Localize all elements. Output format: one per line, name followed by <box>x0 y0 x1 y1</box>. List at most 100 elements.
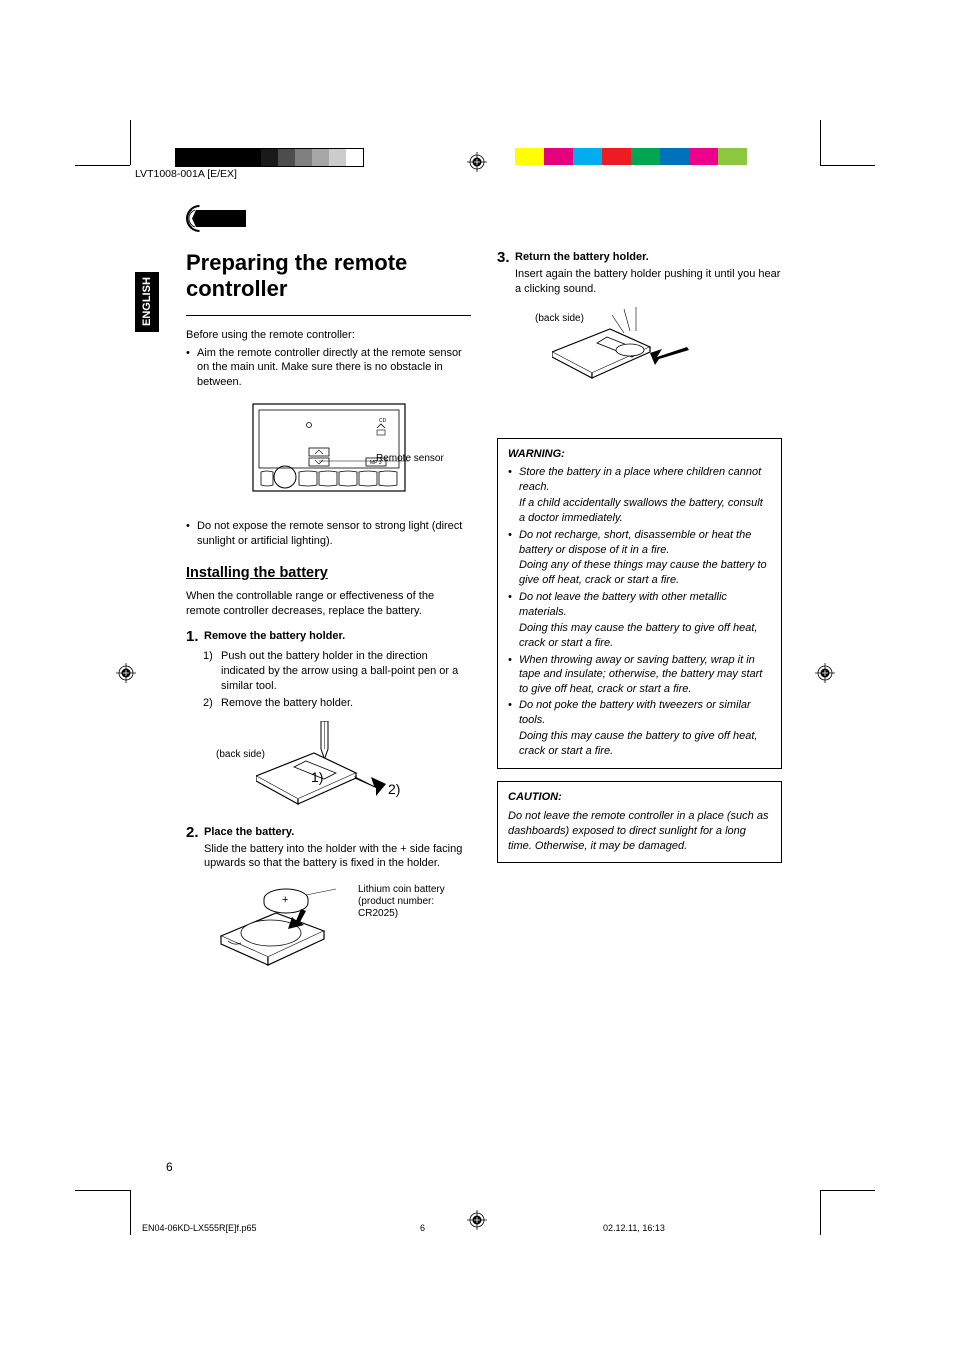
bullet-icon: • <box>508 590 519 620</box>
warning-text: Do not leave the battery with other meta… <box>519 590 771 620</box>
substep-text: Push out the battery holder in the direc… <box>221 649 471 694</box>
doc-code-text: LVT1008-001A <box>135 168 204 180</box>
back-side-label: (back side) <box>216 749 265 760</box>
svg-text:CD: CD <box>379 418 387 424</box>
page-number: 6 <box>166 1160 173 1174</box>
color-bar <box>515 148 747 165</box>
language-tab: ENGLISH <box>135 272 159 332</box>
step-text: Slide the battery into the holder with t… <box>204 842 471 872</box>
doc-code-suffix: [E/EX] <box>207 168 237 180</box>
left-column: Preparing the remote controller Before u… <box>186 250 471 990</box>
battery-place-illustration: + <box>216 881 346 971</box>
figure-return-holder: (back side) <box>497 307 782 392</box>
colorbar-swatch <box>210 149 227 166</box>
substep-number: 2) <box>203 696 221 711</box>
figure-remove-holder: (back side) 1) 2) <box>186 721 471 811</box>
warning-text: Do not recharge, short, disassemble or h… <box>519 528 771 558</box>
crop-mark <box>820 120 821 165</box>
colorbar-swatch <box>346 149 363 166</box>
colorbar-swatch <box>689 148 718 165</box>
crop-mark <box>130 120 131 165</box>
bullet-icon: • <box>508 528 519 558</box>
warning-subtext: Doing this may cause the battery to give… <box>519 621 771 651</box>
colorbar-swatch <box>544 148 573 165</box>
warning-item: •Do not poke the battery with tweezers o… <box>508 698 771 728</box>
step-3: 3. Return the battery holder. Insert aga… <box>497 250 782 297</box>
crop-mark <box>820 1190 875 1191</box>
colorbar-swatch <box>295 149 312 166</box>
battery-label-1: Lithium coin battery <box>358 884 445 895</box>
right-column: 3. Return the battery holder. Insert aga… <box>497 250 782 875</box>
page: LVT1008-001A [E/EX] ENGLISH Preparing th… <box>0 0 954 1351</box>
substep: 2) Remove the battery holder. <box>203 696 471 711</box>
figure-place-battery: + Lithium coin battery (product number: … <box>186 881 471 976</box>
registration-mark-icon <box>467 152 487 172</box>
battery-label-3: CR2025) <box>358 908 398 919</box>
section-heading: Installing the battery <box>186 565 471 581</box>
caution-title: CAUTION: <box>508 790 771 805</box>
warning-text: Store the battery in a place where child… <box>519 465 771 495</box>
installing-intro: When the controllable range or effective… <box>186 589 471 619</box>
crop-mark <box>75 165 130 166</box>
colorbar-swatch <box>718 148 747 165</box>
page-title: Preparing the remote controller <box>186 250 471 303</box>
colorbar-swatch <box>278 149 295 166</box>
bullet-item: • Aim the remote controller directly at … <box>186 346 471 391</box>
fig-annotation-2: 2) <box>388 781 400 797</box>
bullet-icon: • <box>508 465 519 495</box>
bullet-icon: • <box>508 653 519 698</box>
caution-box: CAUTION: Do not leave the remote control… <box>497 781 782 862</box>
step-title: Remove the battery holder. <box>204 629 471 644</box>
step-text: Insert again the battery holder pushing … <box>515 267 782 297</box>
remote-unit-illustration: CD MP 3 <box>249 400 409 495</box>
warning-item: •Do not leave the battery with other met… <box>508 590 771 620</box>
colorbar-swatch <box>312 149 329 166</box>
warning-subtext: If a child accidentally swallows the bat… <box>519 496 771 526</box>
colorbar-swatch <box>227 149 244 166</box>
bullet-text: Do not expose the remote sensor to stron… <box>197 519 471 549</box>
colorbar-swatch <box>573 148 602 165</box>
caution-text: Do not leave the remote controller in a … <box>508 809 771 854</box>
warning-title: WARNING: <box>508 447 771 462</box>
figure-remote-sensor: CD MP 3 <box>186 400 471 505</box>
colorbar-swatch <box>515 148 544 165</box>
warning-item: •Store the battery in a place where chil… <box>508 465 771 495</box>
warning-list: •Store the battery in a place where chil… <box>508 465 771 758</box>
fig-annotation-1: 1) <box>311 769 323 785</box>
warning-item: •When throwing away or saving battery, w… <box>508 653 771 698</box>
step-number: 1. <box>186 629 204 646</box>
registration-mark-icon <box>815 663 835 683</box>
warning-text: Do not poke the battery with tweezers or… <box>519 698 771 728</box>
colorbar-swatch <box>193 149 210 166</box>
document-code: LVT1008-001A [E/EX] <box>135 168 237 180</box>
crop-mark <box>130 1190 131 1235</box>
warning-text: When throwing away or saving battery, wr… <box>519 653 771 698</box>
divider <box>186 315 471 316</box>
colorbar-swatch <box>261 149 278 166</box>
crop-mark <box>820 165 875 166</box>
intro-text: Before using the remote controller: <box>186 328 471 343</box>
footer-filename: EN04-06KD-LX555R[E]f.p65 <box>142 1223 257 1233</box>
warning-subtext: Doing this may cause the battery to give… <box>519 729 771 759</box>
arrow-left-icon <box>186 205 246 232</box>
footer-timestamp: 02.12.11, 16:13 <box>603 1223 665 1233</box>
colorbar-swatch <box>660 148 689 165</box>
registration-mark-icon <box>467 1210 487 1230</box>
colorbar-swatch <box>176 149 193 166</box>
colorbar-swatch <box>602 148 631 165</box>
bullet-icon: • <box>186 519 197 549</box>
warning-box: WARNING: •Store the battery in a place w… <box>497 438 782 770</box>
step-title: Place the battery. <box>204 825 471 840</box>
footer-page: 6 <box>420 1223 425 1233</box>
substep-number: 1) <box>203 649 221 694</box>
holder-remove-illustration <box>256 721 401 806</box>
colorbar-swatch <box>631 148 660 165</box>
bullet-icon: • <box>508 698 519 728</box>
svg-text:+: + <box>282 894 288 906</box>
bullet-icon: • <box>186 346 197 391</box>
substep: 1) Push out the battery holder in the di… <box>203 649 471 694</box>
bullet-item: • Do not expose the remote sensor to str… <box>186 519 471 549</box>
step-number: 3. <box>497 250 515 297</box>
grayscale-bar <box>175 148 364 167</box>
substep-text: Remove the battery holder. <box>221 696 353 711</box>
